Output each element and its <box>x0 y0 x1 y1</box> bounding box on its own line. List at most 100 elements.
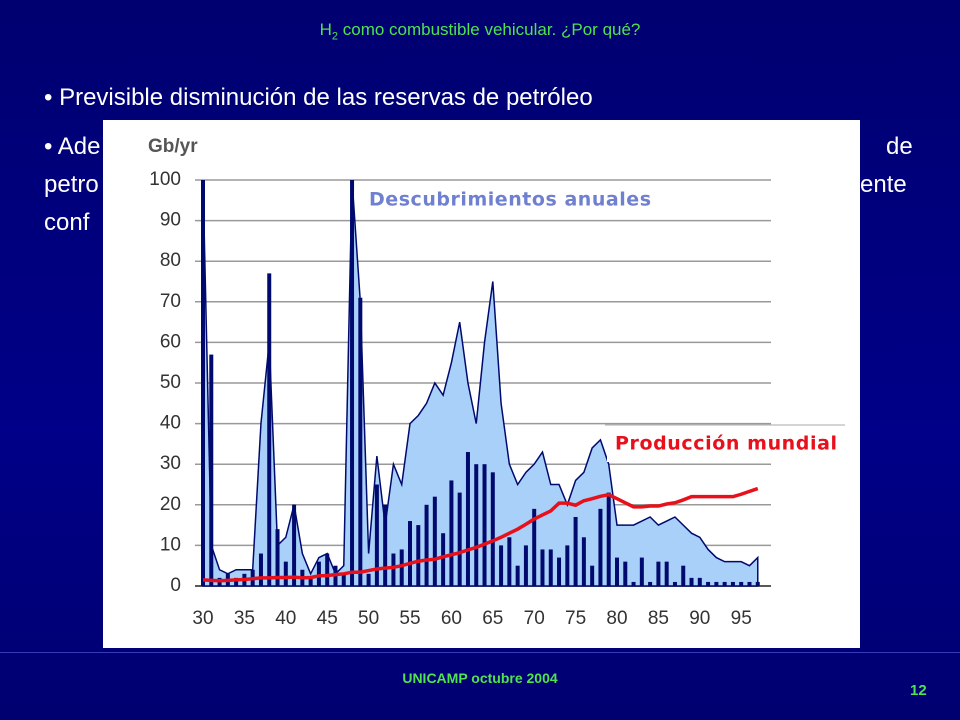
title-rest: como combustible vehicular. ¿Por qué? <box>338 20 641 39</box>
bar <box>275 529 280 586</box>
bar <box>672 581 677 586</box>
bar <box>648 581 653 586</box>
title-sub: 2 <box>331 30 339 43</box>
x-tick-label: 50 <box>358 608 379 629</box>
bar <box>557 557 562 586</box>
bar <box>573 516 578 586</box>
x-tick-label: 75 <box>565 608 586 629</box>
bar <box>424 504 429 586</box>
bar <box>739 581 744 586</box>
page-number: 12 <box>910 682 927 699</box>
x-tick-label: 30 <box>192 608 213 629</box>
bar <box>681 565 686 586</box>
bar <box>606 492 611 586</box>
production-line <box>202 486 759 583</box>
bar <box>631 581 636 586</box>
x-tick-label: 80 <box>606 608 627 629</box>
bar <box>457 492 462 586</box>
y-tick-label: 30 <box>160 453 181 474</box>
bar <box>258 553 263 586</box>
bar <box>706 581 711 586</box>
bar <box>441 533 446 586</box>
bar <box>474 464 479 586</box>
bar <box>358 297 363 586</box>
y-tick-label: 90 <box>160 210 181 231</box>
y-tick-label: 20 <box>160 494 181 515</box>
bar <box>209 354 214 586</box>
bullet-fragment: petro <box>44 171 99 198</box>
bar <box>623 561 628 586</box>
bar <box>201 180 205 586</box>
y-tick-label: 80 <box>160 250 181 271</box>
bar <box>432 496 437 586</box>
x-tick-label: 60 <box>441 608 462 629</box>
bullet-fragment: ente <box>860 171 907 198</box>
bar <box>755 581 760 586</box>
bar <box>366 573 371 586</box>
bullet-fragment: • Ade <box>44 133 101 160</box>
bar <box>523 545 528 586</box>
bar <box>267 273 272 586</box>
bar <box>714 581 719 586</box>
bar <box>408 521 412 586</box>
bar <box>416 525 421 586</box>
bullet: • Previsible disminución de las reservas… <box>44 84 593 111</box>
bar <box>548 549 553 586</box>
y-tick-label: 10 <box>160 534 181 555</box>
x-tick-label: 70 <box>524 608 545 629</box>
x-tick-label: 65 <box>482 608 503 629</box>
bar <box>507 537 512 586</box>
bar <box>341 573 346 586</box>
bar <box>689 577 694 586</box>
x-tick-label: 35 <box>234 608 255 629</box>
bar <box>283 561 288 586</box>
bar <box>391 553 396 586</box>
bar <box>308 577 313 586</box>
y-tick-label: 60 <box>160 331 181 352</box>
bar <box>515 565 520 586</box>
bar <box>383 504 388 586</box>
y-tick-label: 40 <box>160 413 181 434</box>
bar <box>730 581 735 586</box>
legend-label: Descubrimientos anuales <box>369 189 651 211</box>
bar <box>482 464 487 586</box>
separator <box>0 652 960 653</box>
bar <box>697 577 702 586</box>
bar <box>590 565 595 586</box>
chart: Gb/yr 0 10 20 30 40 50 60 70 80 90 100 30 35 40 45 50 55… <box>103 120 860 648</box>
bar <box>581 537 586 586</box>
bar <box>350 180 355 586</box>
bar <box>664 561 669 586</box>
y-tick-label: 50 <box>160 372 181 393</box>
bar <box>374 484 379 586</box>
bar <box>399 549 404 586</box>
bullet-fragment: conf <box>44 209 90 236</box>
bar <box>722 581 727 586</box>
bar <box>499 545 504 586</box>
y-axis-label: Gb/yr <box>148 136 198 157</box>
title-main: H <box>319 20 332 39</box>
bar <box>656 561 661 586</box>
bar <box>325 553 330 586</box>
bar <box>532 508 537 586</box>
footer: UNICAMP octubre 2004 <box>402 670 558 686</box>
x-tick-label: 40 <box>275 608 296 629</box>
bar <box>615 557 619 586</box>
x-tick-label: 85 <box>648 608 669 629</box>
slide-title: H2 como combustible vehicular. ¿Por qué? <box>0 20 960 42</box>
x-tick-label: 95 <box>731 608 752 629</box>
legend-label: Producción mundial <box>615 433 837 455</box>
bar <box>639 557 644 586</box>
y-tick-label: 100 <box>149 169 181 190</box>
legend-box <box>365 182 655 214</box>
bar <box>234 577 239 586</box>
discovery-area <box>202 179 759 587</box>
x-tick-label: 55 <box>399 608 420 629</box>
bar <box>490 472 495 586</box>
x-tick-label: 45 <box>317 608 338 629</box>
bullet-fragment: de <box>886 133 913 160</box>
legend-box <box>607 426 845 462</box>
y-tick-label: 70 <box>160 291 181 312</box>
bar <box>747 581 752 586</box>
